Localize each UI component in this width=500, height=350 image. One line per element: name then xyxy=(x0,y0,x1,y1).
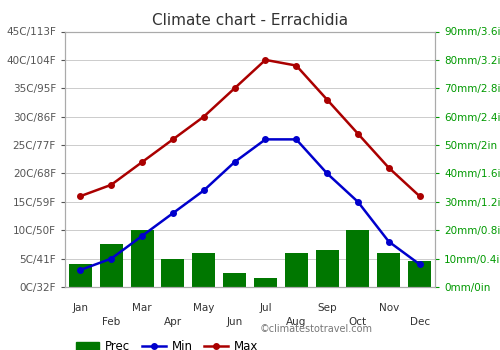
Bar xyxy=(346,230,370,287)
Text: Aug: Aug xyxy=(286,316,306,327)
Bar xyxy=(69,264,92,287)
Bar xyxy=(100,244,123,287)
Title: Climate chart - Errachidia: Climate chart - Errachidia xyxy=(152,13,348,28)
Bar xyxy=(192,253,216,287)
Bar xyxy=(223,273,246,287)
Text: Jul: Jul xyxy=(259,303,272,313)
Text: ©climatestotravel.com: ©climatestotravel.com xyxy=(260,324,373,334)
Bar xyxy=(408,261,431,287)
Bar xyxy=(130,230,154,287)
Text: Apr: Apr xyxy=(164,316,182,327)
Bar xyxy=(162,259,184,287)
Legend: Prec, Min, Max: Prec, Min, Max xyxy=(71,335,263,350)
Bar xyxy=(284,253,308,287)
Text: Feb: Feb xyxy=(102,316,120,327)
Text: Dec: Dec xyxy=(410,316,430,327)
Text: Nov: Nov xyxy=(378,303,399,313)
Bar xyxy=(316,250,338,287)
Bar xyxy=(377,253,400,287)
Text: May: May xyxy=(193,303,214,313)
Text: Jan: Jan xyxy=(72,303,88,313)
Text: Oct: Oct xyxy=(349,316,367,327)
Bar xyxy=(254,279,277,287)
Text: Jun: Jun xyxy=(226,316,242,327)
Text: Mar: Mar xyxy=(132,303,152,313)
Text: Sep: Sep xyxy=(318,303,337,313)
